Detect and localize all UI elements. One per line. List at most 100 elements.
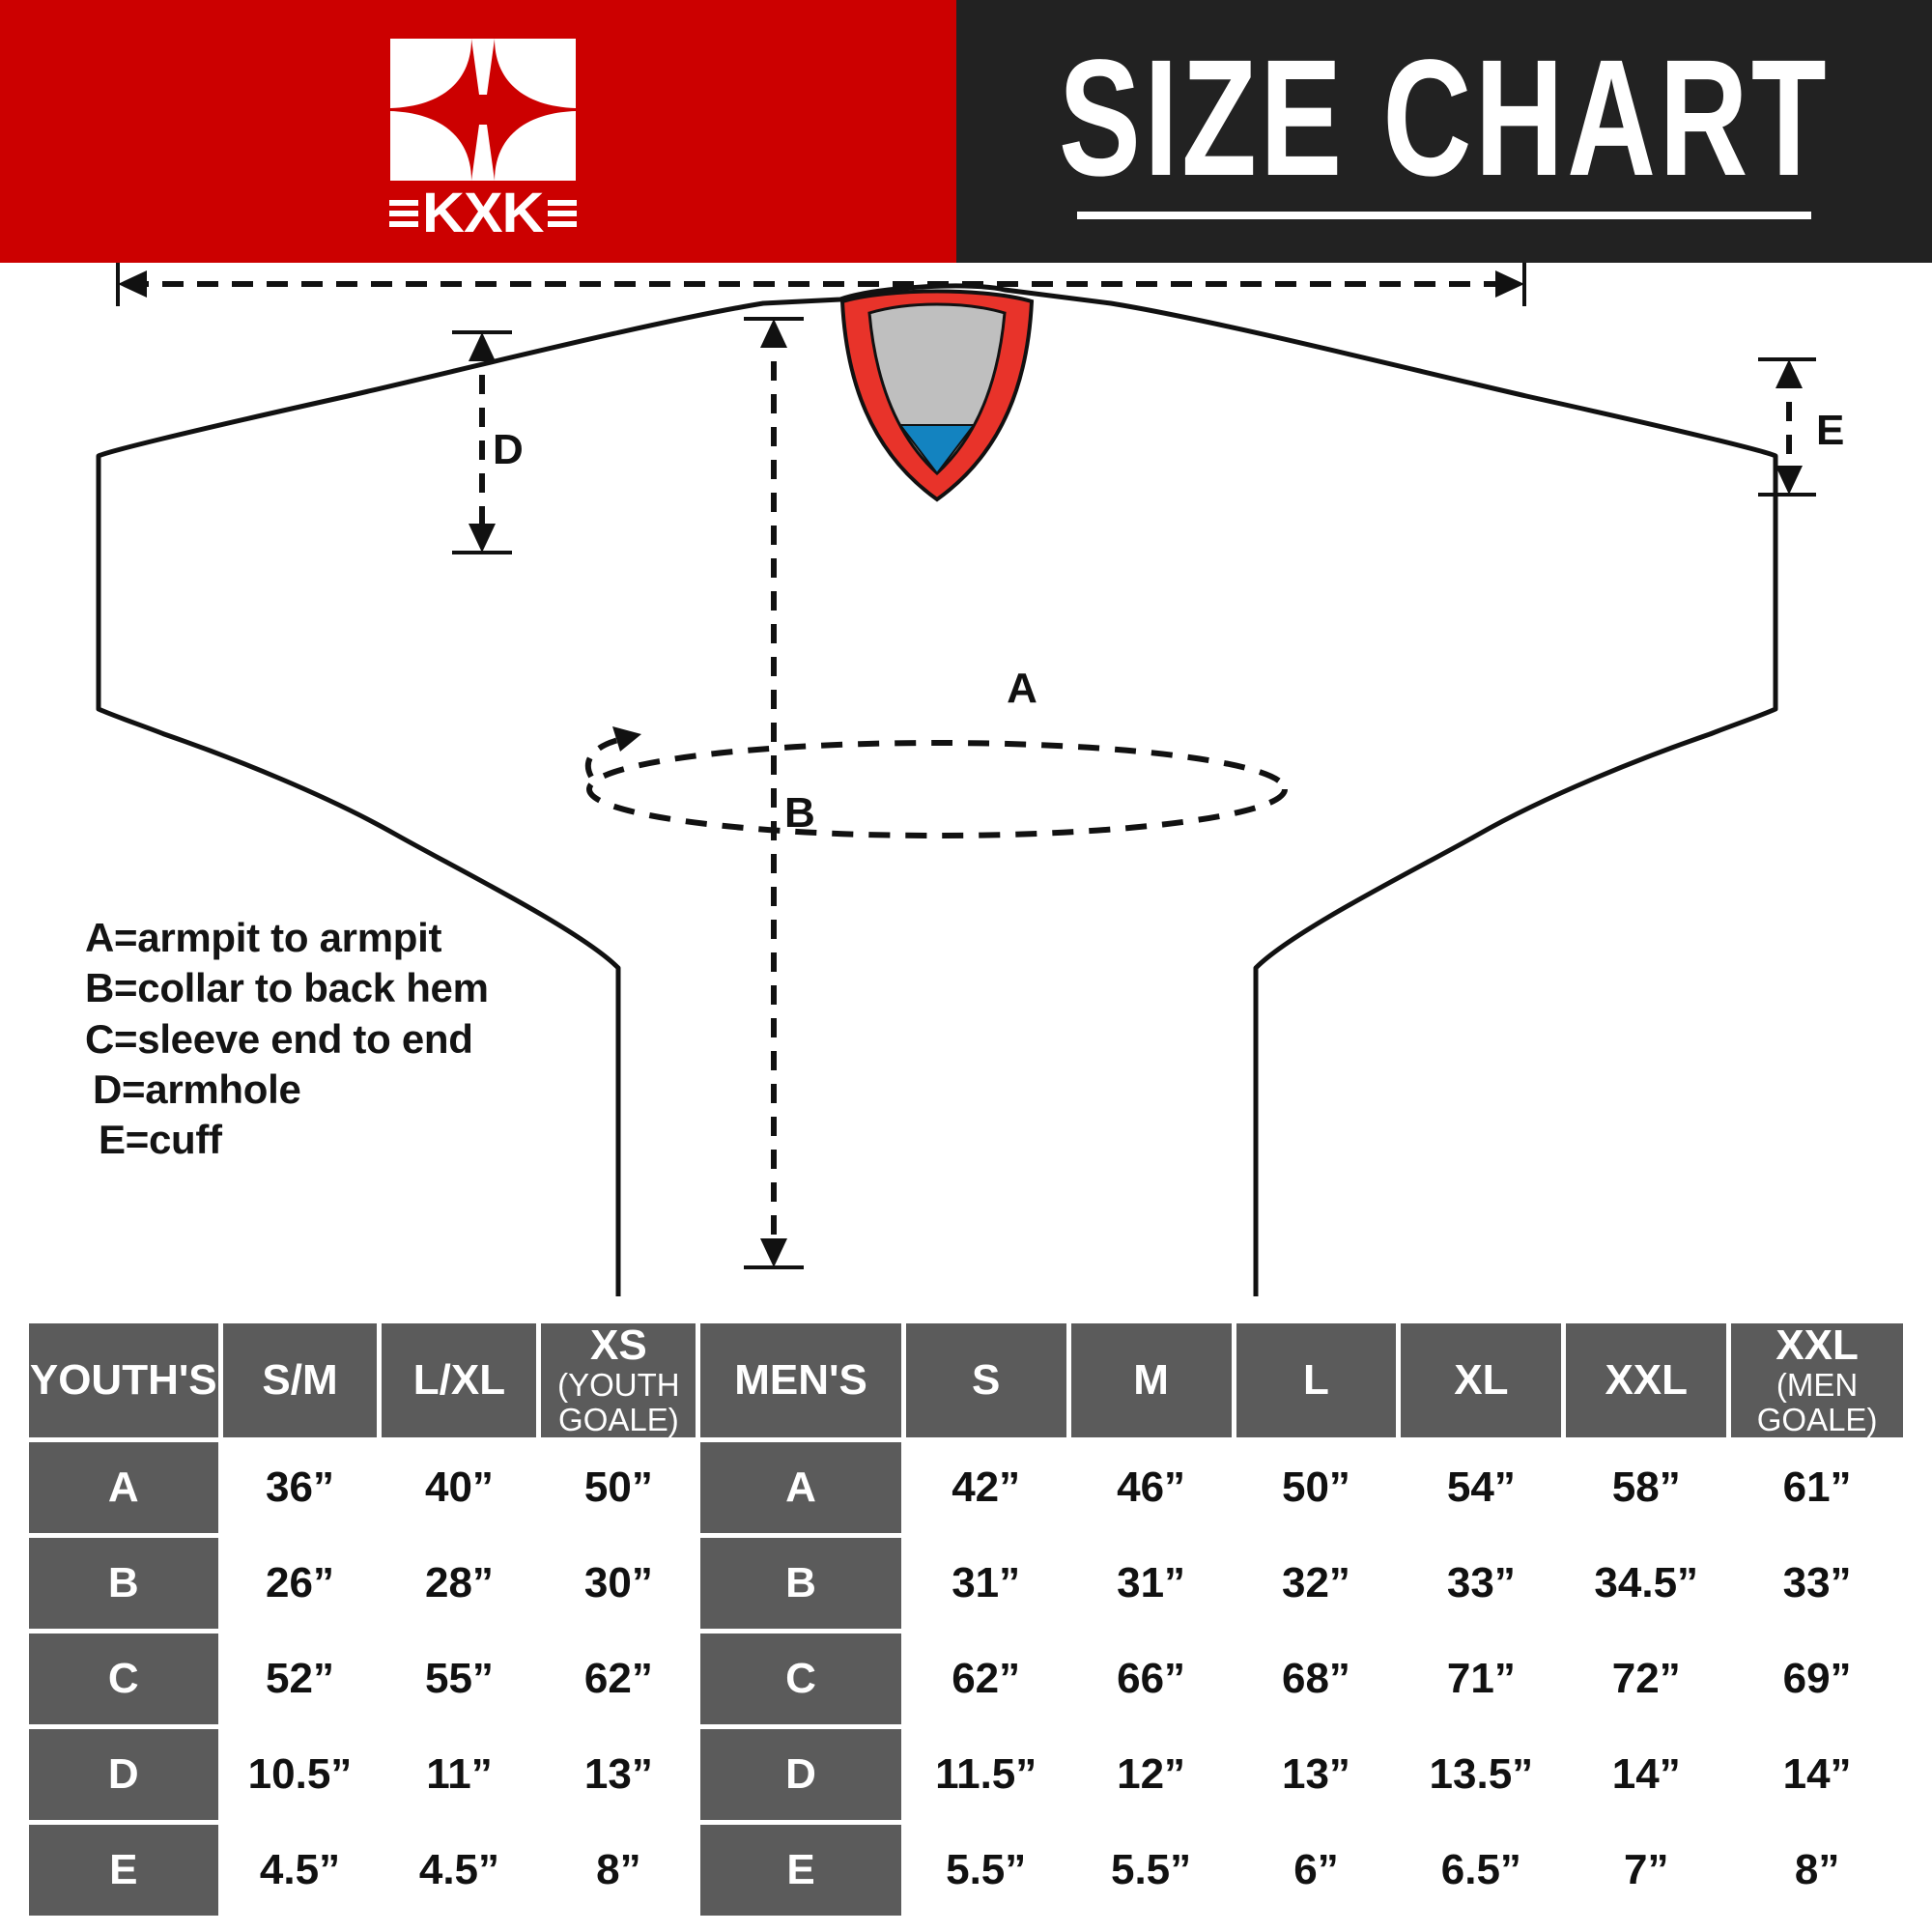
row-key-men-d: D — [700, 1729, 901, 1820]
row-key-youth-a: A — [29, 1442, 218, 1533]
cell-men-a-xxl: 58” — [1566, 1442, 1727, 1533]
dimension-b-label: B — [784, 789, 815, 837]
wordmark-bars-right-icon — [547, 199, 577, 227]
cell-youth-d-xs: 13” — [541, 1729, 696, 1820]
cell-men-d-s: 11.5” — [905, 1729, 1066, 1820]
cell-youth-d-lxl: 11” — [382, 1729, 537, 1820]
cell-youth-a-sm: 36” — [222, 1442, 378, 1533]
row-key-men-c: C — [700, 1634, 901, 1724]
dimension-e: E — [1758, 357, 1844, 497]
measurement-legend: A=armpit to armpit B=collar to back hem … — [85, 913, 489, 1165]
cell-men-b-xl: 33” — [1401, 1538, 1562, 1629]
legend-line-a: A=armpit to armpit — [85, 915, 442, 960]
cell-youth-d-sm: 10.5” — [222, 1729, 378, 1820]
cell-men-c-s: 62” — [905, 1634, 1066, 1724]
page-header: KXK SIZE CHART — [0, 0, 1932, 263]
row-key-men-b: B — [700, 1538, 901, 1629]
brand-logo: KXK — [362, 23, 604, 241]
table-row: A 36” 40” 50” A 42” 46” 50” 54” 58” 61” — [29, 1442, 1903, 1533]
title-underline — [1077, 212, 1811, 219]
collar-accent — [897, 424, 977, 475]
col-header-xl: XL — [1401, 1323, 1562, 1437]
col-header-xxl-goale-sub1: (MEN — [1776, 1367, 1859, 1404]
legend-line-b: B=collar to back hem — [85, 965, 489, 1011]
jersey-collar — [839, 289, 1035, 502]
title-panel: SIZE CHART — [956, 0, 1932, 263]
cell-men-d-m: 12” — [1070, 1729, 1232, 1820]
dimension-b: B — [744, 317, 815, 1269]
wordmark-text: KXK — [422, 181, 544, 244]
col-header-m: M — [1070, 1323, 1232, 1437]
dimension-d-label: D — [493, 426, 524, 473]
col-header-xs-youth-goale: XS (YOUTH GOALE) — [541, 1323, 696, 1437]
table-row: B 26” 28” 30” B 31” 31” 32” 33” 34.5” 33… — [29, 1538, 1903, 1629]
col-header-xxl: XXL — [1566, 1323, 1727, 1437]
cell-youth-c-xs: 62” — [541, 1634, 696, 1724]
cell-youth-b-lxl: 28” — [382, 1538, 537, 1629]
row-key-men-a: A — [700, 1442, 901, 1533]
cell-men-a-m: 46” — [1070, 1442, 1232, 1533]
dimension-e-label: E — [1816, 407, 1844, 454]
cell-men-c-xxl-goale: 69” — [1731, 1634, 1903, 1724]
table-row: D 10.5” 11” 13” D 11.5” 12” 13” 13.5” 14… — [29, 1729, 1903, 1820]
cell-youth-b-xs: 30” — [541, 1538, 696, 1629]
jersey-diagram-svg: C D E — [96, 263, 1844, 1296]
table-row: E 4.5” 4.5” 8” E 5.5” 5.5” 6” 6.5” 7” 8” — [29, 1825, 1903, 1916]
dimension-c-label: C — [933, 263, 964, 265]
row-key-men-e: E — [700, 1825, 901, 1916]
cell-youth-c-sm: 52” — [222, 1634, 378, 1724]
cell-men-e-xl: 6.5” — [1401, 1825, 1562, 1916]
col-header-xs-main: XS — [590, 1321, 647, 1370]
cell-men-b-m: 31” — [1070, 1538, 1232, 1629]
col-header-xxl-goale-sub2: GOALE) — [1756, 1402, 1878, 1437]
row-key-youth-e: E — [29, 1825, 218, 1916]
cell-men-c-m: 66” — [1070, 1634, 1232, 1724]
cell-men-a-xl: 54” — [1401, 1442, 1562, 1533]
col-header-xxl-men-goale: XXL (MEN GOALE) — [1731, 1323, 1903, 1437]
page-title: SIZE CHART — [1058, 25, 1831, 212]
cell-youth-e-xs: 8” — [541, 1825, 696, 1916]
table-row: C 52” 55” 62” C 62” 66” 68” 71” 72” 69” — [29, 1634, 1903, 1724]
cell-men-b-l: 32” — [1236, 1538, 1397, 1629]
cell-men-d-xl: 13.5” — [1401, 1729, 1562, 1820]
cell-men-a-xxl-goale: 61” — [1731, 1442, 1903, 1533]
jersey-outline — [96, 283, 1778, 1296]
cell-men-b-xxl-goale: 33” — [1731, 1538, 1903, 1629]
col-header-youths: YOUTH'S — [29, 1323, 218, 1437]
brand-wordmark: KXK — [362, 185, 604, 242]
col-header-xs-sub2: GOALE) — [558, 1402, 679, 1437]
size-table: YOUTH'S S/M L/XL XS (YOUTH GOALE) MEN'S … — [24, 1319, 1908, 1920]
cell-men-e-m: 5.5” — [1070, 1825, 1232, 1916]
legend-line-e: E=cuff — [99, 1117, 222, 1163]
cell-youth-b-sm: 26” — [222, 1538, 378, 1629]
cell-men-e-xxl-goale: 8” — [1731, 1825, 1903, 1916]
cell-men-b-xxl: 34.5” — [1566, 1538, 1727, 1629]
row-key-youth-d: D — [29, 1729, 218, 1820]
jersey-diagram: C D E — [0, 263, 1932, 1296]
cell-men-a-l: 50” — [1236, 1442, 1397, 1533]
size-table-wrap: YOUTH'S S/M L/XL XS (YOUTH GOALE) MEN'S … — [24, 1319, 1908, 1920]
dimension-a: A — [584, 665, 1288, 838]
row-key-youth-b: B — [29, 1538, 218, 1629]
cell-men-d-xxl-goale: 14” — [1731, 1729, 1903, 1820]
cell-youth-a-lxl: 40” — [382, 1442, 537, 1533]
col-header-lxl: L/XL — [382, 1323, 537, 1437]
wordmark-bars-left-icon — [389, 199, 419, 227]
cell-men-e-xxl: 7” — [1566, 1825, 1727, 1916]
dimension-a-label: A — [1007, 665, 1037, 712]
cell-men-c-xxl: 72” — [1566, 1634, 1727, 1724]
cell-men-e-l: 6” — [1236, 1825, 1397, 1916]
col-header-mens: MEN'S — [700, 1323, 901, 1437]
col-header-xs-sub1: (YOUTH — [557, 1367, 680, 1404]
col-header-s: S — [905, 1323, 1066, 1437]
cell-men-c-xl: 71” — [1401, 1634, 1562, 1724]
cell-youth-c-lxl: 55” — [382, 1634, 537, 1724]
dimension-c: C — [116, 263, 1526, 306]
cell-youth-e-sm: 4.5” — [222, 1825, 378, 1916]
cell-men-a-s: 42” — [905, 1442, 1066, 1533]
cell-youth-e-lxl: 4.5” — [382, 1825, 537, 1916]
cell-men-b-s: 31” — [905, 1538, 1066, 1629]
cell-men-c-l: 68” — [1236, 1634, 1397, 1724]
col-header-l: L — [1236, 1323, 1397, 1437]
table-header-row: YOUTH'S S/M L/XL XS (YOUTH GOALE) MEN'S … — [29, 1323, 1903, 1437]
